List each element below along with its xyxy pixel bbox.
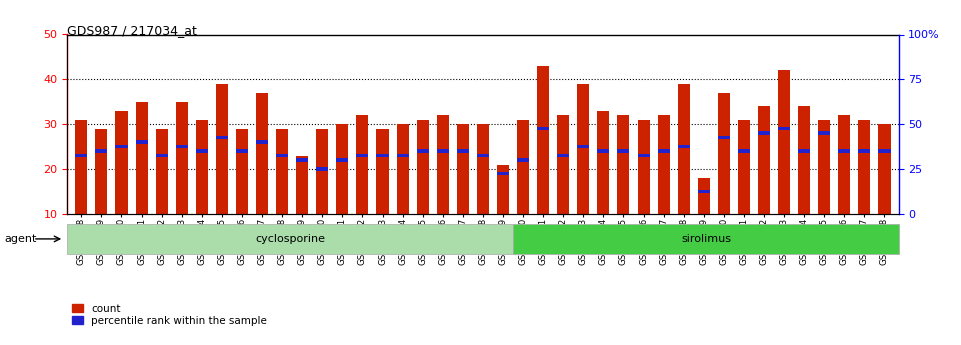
Bar: [156, 129, 167, 214]
Bar: [136, 102, 148, 214]
Bar: [557, 154, 569, 157]
Legend: count, percentile rank within the sample: count, percentile rank within the sample: [72, 304, 267, 326]
Bar: [377, 129, 388, 214]
Bar: [517, 158, 530, 162]
Bar: [296, 158, 308, 162]
Bar: [497, 165, 509, 214]
Bar: [557, 115, 569, 214]
Bar: [196, 149, 208, 153]
FancyBboxPatch shape: [513, 224, 899, 254]
Bar: [578, 84, 589, 214]
Bar: [637, 154, 650, 157]
FancyBboxPatch shape: [67, 224, 513, 254]
Bar: [296, 156, 308, 214]
Bar: [156, 154, 167, 157]
Bar: [176, 102, 187, 214]
Text: GDS987 / 217034_at: GDS987 / 217034_at: [67, 24, 197, 37]
Bar: [216, 84, 228, 214]
Bar: [838, 115, 850, 214]
Bar: [758, 131, 770, 135]
Bar: [537, 127, 549, 130]
Bar: [397, 124, 408, 214]
Bar: [738, 120, 750, 214]
Bar: [718, 93, 729, 214]
Bar: [517, 120, 530, 214]
Bar: [75, 120, 87, 214]
Text: cyclosporine: cyclosporine: [256, 234, 325, 244]
Bar: [357, 115, 368, 214]
Bar: [818, 120, 830, 214]
Text: agent: agent: [5, 234, 37, 244]
Bar: [477, 124, 489, 214]
Bar: [858, 120, 871, 214]
Bar: [497, 172, 509, 175]
Bar: [678, 145, 690, 148]
Bar: [778, 127, 790, 130]
Bar: [115, 111, 128, 214]
Bar: [456, 149, 469, 153]
Bar: [598, 111, 609, 214]
Text: sirolimus: sirolimus: [681, 234, 731, 244]
Bar: [537, 66, 549, 214]
Bar: [578, 145, 589, 148]
Bar: [657, 115, 670, 214]
Bar: [598, 149, 609, 153]
Bar: [799, 149, 810, 153]
Bar: [336, 158, 349, 162]
Bar: [95, 149, 108, 153]
Bar: [818, 131, 830, 135]
Bar: [698, 178, 710, 214]
Bar: [176, 145, 187, 148]
Bar: [276, 154, 288, 157]
Bar: [95, 129, 108, 214]
Bar: [196, 120, 208, 214]
Bar: [316, 129, 329, 214]
Bar: [436, 115, 449, 214]
Bar: [758, 106, 770, 214]
Bar: [678, 84, 690, 214]
Bar: [617, 115, 629, 214]
Bar: [276, 129, 288, 214]
Bar: [236, 129, 248, 214]
Bar: [417, 149, 429, 153]
Bar: [617, 149, 629, 153]
Bar: [637, 120, 650, 214]
Bar: [236, 149, 248, 153]
Bar: [477, 154, 489, 157]
Bar: [336, 124, 349, 214]
Bar: [397, 154, 408, 157]
Bar: [878, 149, 891, 153]
Bar: [799, 106, 810, 214]
Bar: [698, 190, 710, 193]
Bar: [657, 149, 670, 153]
Bar: [718, 136, 729, 139]
Bar: [316, 167, 329, 171]
Bar: [256, 93, 268, 214]
Bar: [858, 149, 871, 153]
Bar: [136, 140, 148, 144]
Bar: [75, 154, 87, 157]
Bar: [115, 145, 128, 148]
Bar: [838, 149, 850, 153]
Bar: [357, 154, 368, 157]
Bar: [738, 149, 750, 153]
Bar: [377, 154, 388, 157]
Bar: [417, 120, 429, 214]
Bar: [778, 70, 790, 214]
Bar: [436, 149, 449, 153]
Bar: [256, 140, 268, 144]
Bar: [216, 136, 228, 139]
Bar: [878, 124, 891, 214]
Bar: [456, 124, 469, 214]
